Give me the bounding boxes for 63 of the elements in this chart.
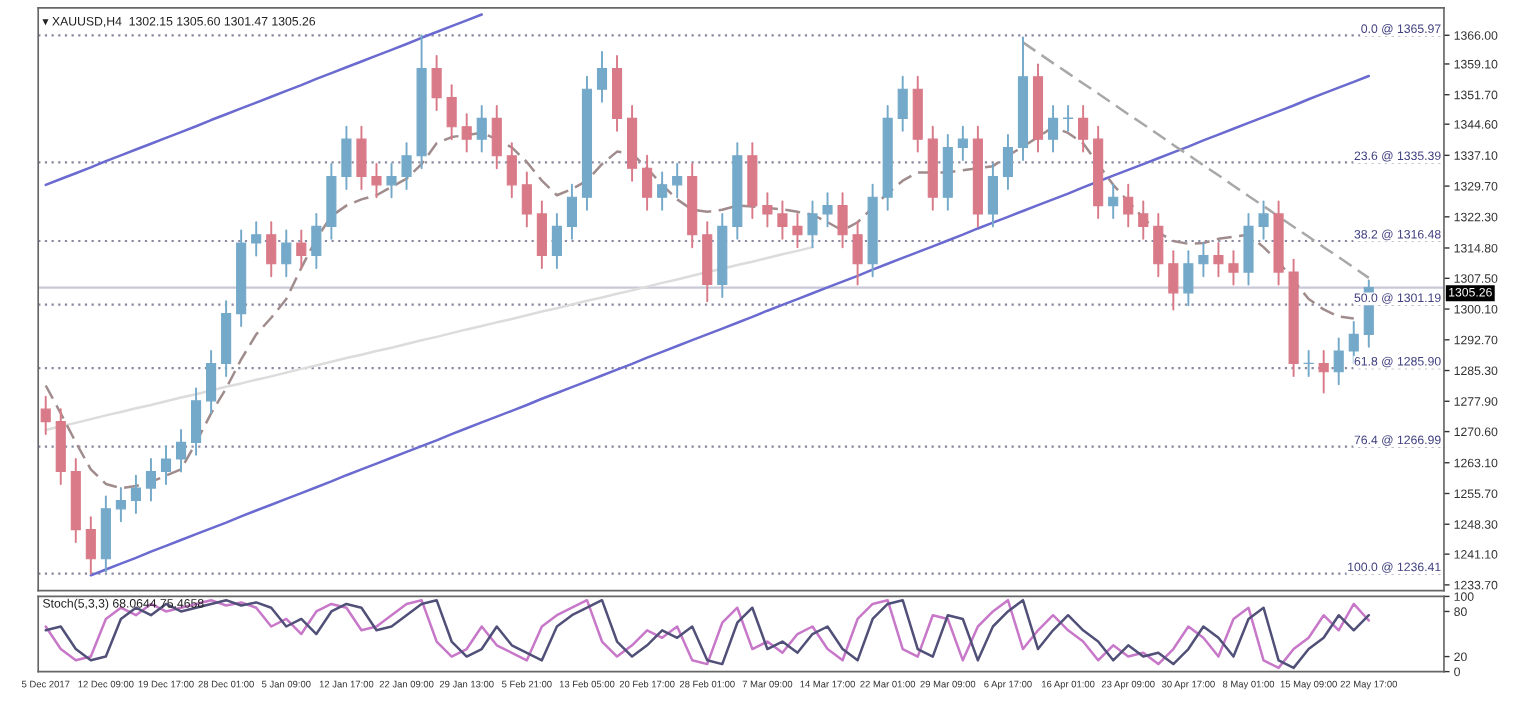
candlestick: [311, 212, 322, 269]
candlestick: [1108, 183, 1119, 220]
candlestick: [897, 75, 908, 132]
candlestick: [1123, 183, 1134, 228]
candlestick: [1138, 200, 1149, 240]
candlestick: [987, 163, 998, 228]
candlestick: [1228, 250, 1239, 286]
candlestick: [191, 387, 202, 456]
candlestick: [596, 50, 608, 103]
candlestick: [551, 212, 562, 269]
candlestick: [536, 200, 547, 269]
candlestick: [476, 104, 487, 153]
candlestick: [356, 125, 367, 190]
candlestick: [1333, 337, 1344, 386]
candlestick: [837, 192, 848, 249]
candlestick: [1213, 242, 1224, 278]
candlestick: [1243, 212, 1254, 286]
candlestick: [266, 221, 277, 278]
candlestick: [957, 125, 968, 161]
candlestick: [386, 163, 397, 199]
candlestick: [281, 229, 292, 278]
candlestick: [642, 154, 653, 211]
candlestick: [822, 192, 833, 228]
candlestick: [160, 445, 172, 485]
candlestick: [1168, 250, 1179, 311]
candlestick: [1318, 350, 1329, 394]
line-series: [44, 598, 1371, 670]
candlestick: [341, 125, 352, 190]
candlestick: [1047, 104, 1059, 153]
candlestick: [521, 171, 532, 228]
candlestick: [1258, 200, 1269, 240]
candlestick: [566, 183, 578, 240]
candlestick: [1078, 104, 1089, 153]
candlestick: [491, 104, 502, 170]
candlestick: [1002, 134, 1014, 190]
candlestick: [657, 171, 668, 211]
candlestick: [296, 229, 307, 269]
line-series: [44, 13, 483, 187]
candlestick: [762, 192, 773, 228]
candlestick: [251, 221, 262, 257]
line-series: [44, 245, 814, 432]
candlestick: [446, 84, 457, 141]
candlestick: [852, 221, 863, 286]
candlestick: [792, 212, 803, 249]
candlestick: [206, 350, 217, 415]
candlestick: [807, 200, 818, 249]
candlestick: [145, 458, 157, 502]
candlestick: [461, 113, 472, 153]
candlestick: [175, 428, 187, 473]
candlestick: [1153, 212, 1164, 278]
candlestick: [371, 163, 382, 199]
candlestick: [115, 487, 126, 523]
candlestick: [40, 395, 51, 436]
candlestick: [431, 55, 442, 112]
candlestick: [672, 163, 683, 199]
candlestick: [1303, 350, 1314, 377]
candlestick: [85, 516, 96, 575]
candlestick: [1183, 250, 1194, 307]
candlestick: [130, 474, 141, 514]
candlestick: [401, 142, 412, 190]
candlestick: [506, 142, 517, 199]
candlestick: [777, 200, 788, 240]
candlestick: [1198, 242, 1209, 278]
